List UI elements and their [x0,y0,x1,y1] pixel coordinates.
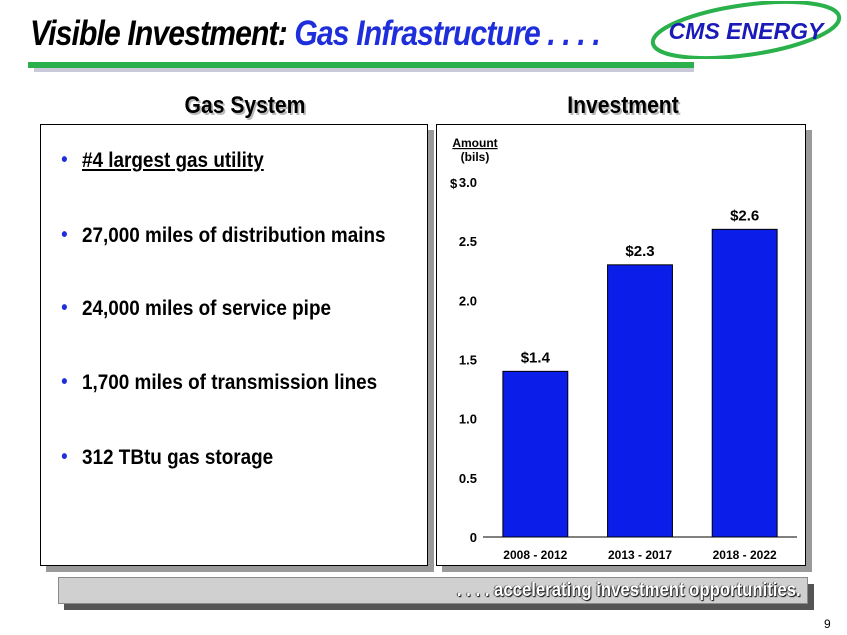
y-axis-currency: $ [450,176,458,191]
bullet-dot-icon: • [61,446,68,468]
bar [607,264,673,538]
y-tick-label: 2.5 [459,234,477,249]
banner-text: . . . . accelerating investment opportun… [457,580,801,601]
x-tick-label: 2018 - 2022 [713,548,777,562]
bullet-dot-icon: • [61,297,68,319]
y-tick-label: 0 [470,530,477,545]
title-part-2: Gas Infrastructure . . . . [286,14,600,53]
y-tick-label: 1.0 [459,412,477,427]
bar-data-label: $1.4 [521,349,551,366]
y-tick-label: 0.5 [459,471,477,486]
bar-data-label: $2.6 [730,207,759,224]
bar [502,370,569,538]
bullet-text: 24,000 miles of service pipe [82,297,332,320]
x-tick-label: 2008 - 2012 [503,548,567,562]
logo-text: CMS ENERGY [669,18,826,44]
slide-title: Visible Investment: Gas Infrastructure .… [30,14,601,54]
title-rule-shadow [34,68,694,72]
investment-chart: Amount (bils) $ 0 0.5 1.0 1.5 2.0 2.5 3.0 $1.4… [450,136,797,562]
y-axis-label-line1: Amount [452,136,497,150]
bullet-text: 312 TBtu gas storage [82,446,274,469]
bullet-dot-icon: • [61,224,68,246]
title-rule [28,62,694,68]
bar-data-label: $2.3 [625,243,654,260]
right-heading: Investment [567,92,679,119]
y-axis-label-line2: (bils) [461,150,490,164]
y-tick-label: 2.0 [459,293,477,308]
y-tick-label: 3.0 [459,175,477,190]
bullet-text: 1,700 miles of transmission lines [82,371,378,394]
cms-energy-logo: CMS ENERGY [650,1,842,59]
bullet-text: 27,000 miles of distribution mains [82,224,386,247]
bullet-dot-icon: • [61,149,68,171]
y-tick-label: 1.5 [459,353,477,368]
left-heading: Gas System [184,92,306,119]
gas-system-panel [40,124,428,566]
title-part-1: Visible Investment: [30,14,288,53]
bar [711,228,778,538]
x-tick-label: 2013 - 2017 [608,548,672,562]
bullet-text: #4 largest gas utility [82,149,264,172]
bullet-dot-icon: • [61,371,68,393]
takeaway-banner: . . . . accelerating investment opportun… [58,577,808,604]
page-number: 9 [824,617,831,631]
